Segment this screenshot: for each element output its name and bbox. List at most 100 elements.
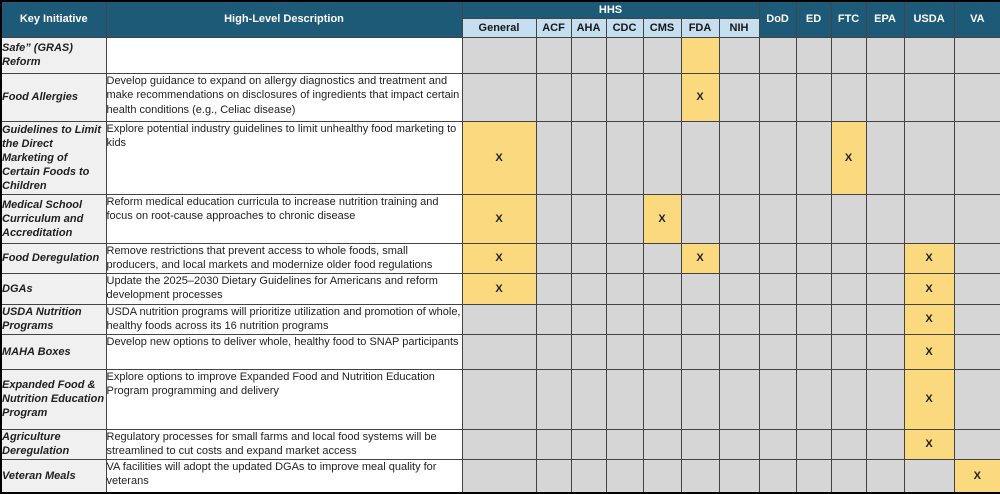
matrix-cell [795,193,832,244]
matrix-cell [830,72,867,122]
x-mark-cell: X [830,120,867,195]
matrix-cell [718,193,760,244]
initiative-row: Food Deregulation Remove restrictions tha… [0,242,1000,274]
matrix-cell [642,72,682,122]
matrix-cell [535,333,572,370]
matrix-cell [718,368,760,430]
initiative-row: DGAs Update the 2025–2030 Dietary Guideli… [0,272,1000,305]
matrix-cell [830,428,867,460]
column-header-usda: USDA [903,0,955,38]
matrix-cell [680,428,720,460]
column-header-description: High-Level Description [105,0,463,38]
matrix-cell [953,272,1000,305]
x-mark-cell: X [680,242,720,274]
highlight-cell [680,36,720,74]
matrix-cell [865,428,905,460]
initiative-cell: USDA Nutrition Programs [0,303,107,335]
column-header-epa: EPA [865,0,905,38]
description-cell: Regulatory processes for small farms and… [105,428,463,460]
column-header-hhs-nih: NIH [718,17,760,38]
description-cell: Develop guidance to expand on allergy di… [105,72,463,122]
x-mark-cell: X [903,368,955,430]
description-cell: Explore potential industry guidelines to… [105,120,463,195]
matrix-cell [680,193,720,244]
matrix-cell [718,458,760,494]
x-mark-cell: X [903,333,955,370]
matrix-cell [795,368,832,430]
matrix-cell [605,72,644,122]
x-mark-cell: X [642,193,682,244]
matrix-cell [865,72,905,122]
column-header-hhs-cms: CMS [642,17,682,38]
matrix-cell [758,303,797,335]
matrix-cell [570,458,607,494]
matrix-cell [642,120,682,195]
matrix-cell [718,333,760,370]
matrix-cell [758,120,797,195]
matrix-cell [718,72,760,122]
x-mark-cell: X [953,458,1000,494]
column-header-ed: ED [795,0,832,38]
x-mark-cell: X [903,272,955,305]
matrix-cell [570,72,607,122]
matrix-cell [461,368,537,430]
matrix-cell [953,428,1000,460]
column-header-hhs-acf: ACF [535,17,572,38]
matrix-cell [461,458,537,494]
column-header-hhs-cdc: CDC [605,17,644,38]
matrix-cell [830,272,867,305]
matrix-cell [605,272,644,305]
matrix-cell [461,428,537,460]
matrix-cell [680,458,720,494]
matrix-cell [535,242,572,274]
matrix-cell [718,120,760,195]
x-mark-cell: X [680,72,720,122]
matrix-cell [795,36,832,74]
matrix-cell [953,193,1000,244]
matrix-cell [830,368,867,430]
matrix-cell [758,368,797,430]
matrix-cell [605,242,644,274]
x-mark-cell: X [461,272,537,305]
matrix-cell [953,120,1000,195]
matrix-cell [953,303,1000,335]
matrix-cell [795,272,832,305]
x-mark-cell: X [461,242,537,274]
matrix-cell [865,272,905,305]
description-cell: Update the 2025–2030 Dietary Guidelines … [105,272,463,305]
matrix-cell [642,368,682,430]
matrix-cell [718,303,760,335]
matrix-cell [865,303,905,335]
description-cell: VA facilities will adopt the updated DGA… [105,458,463,494]
matrix-cell [758,458,797,494]
column-header-key-initiative: Key Initiative [0,0,107,38]
matrix-cell [680,333,720,370]
description-cell: USDA nutrition programs will prioritize … [105,303,463,335]
matrix-cell [461,36,537,74]
matrix-cell [795,120,832,195]
matrix-cell [642,242,682,274]
description-cell: Explore options to improve Expanded Food… [105,368,463,430]
matrix-cell [535,368,572,430]
matrix-cell [865,368,905,430]
matrix-cell [830,458,867,494]
matrix-cell [570,368,607,430]
matrix-cell [795,303,832,335]
initiative-row: MAHA Boxes Develop new options to deliver… [0,333,1000,370]
matrix-cell [605,458,644,494]
initiative-cell: Food Deregulation [0,242,107,274]
column-header-hhs-fda: FDA [680,17,720,38]
x-mark-cell: X [903,242,955,274]
matrix-cell [795,458,832,494]
matrix-cell [570,193,607,244]
initiative-row: Safe” (GRAS) Reform [0,36,1000,74]
initiative-cell: Expanded Food & Nutrition Education Prog… [0,368,107,430]
matrix-cell [865,193,905,244]
matrix-cell [535,272,572,305]
matrix-cell [865,458,905,494]
matrix-cell [718,272,760,305]
matrix-cell [795,333,832,370]
matrix-cell [535,72,572,122]
matrix-cell [535,36,572,74]
